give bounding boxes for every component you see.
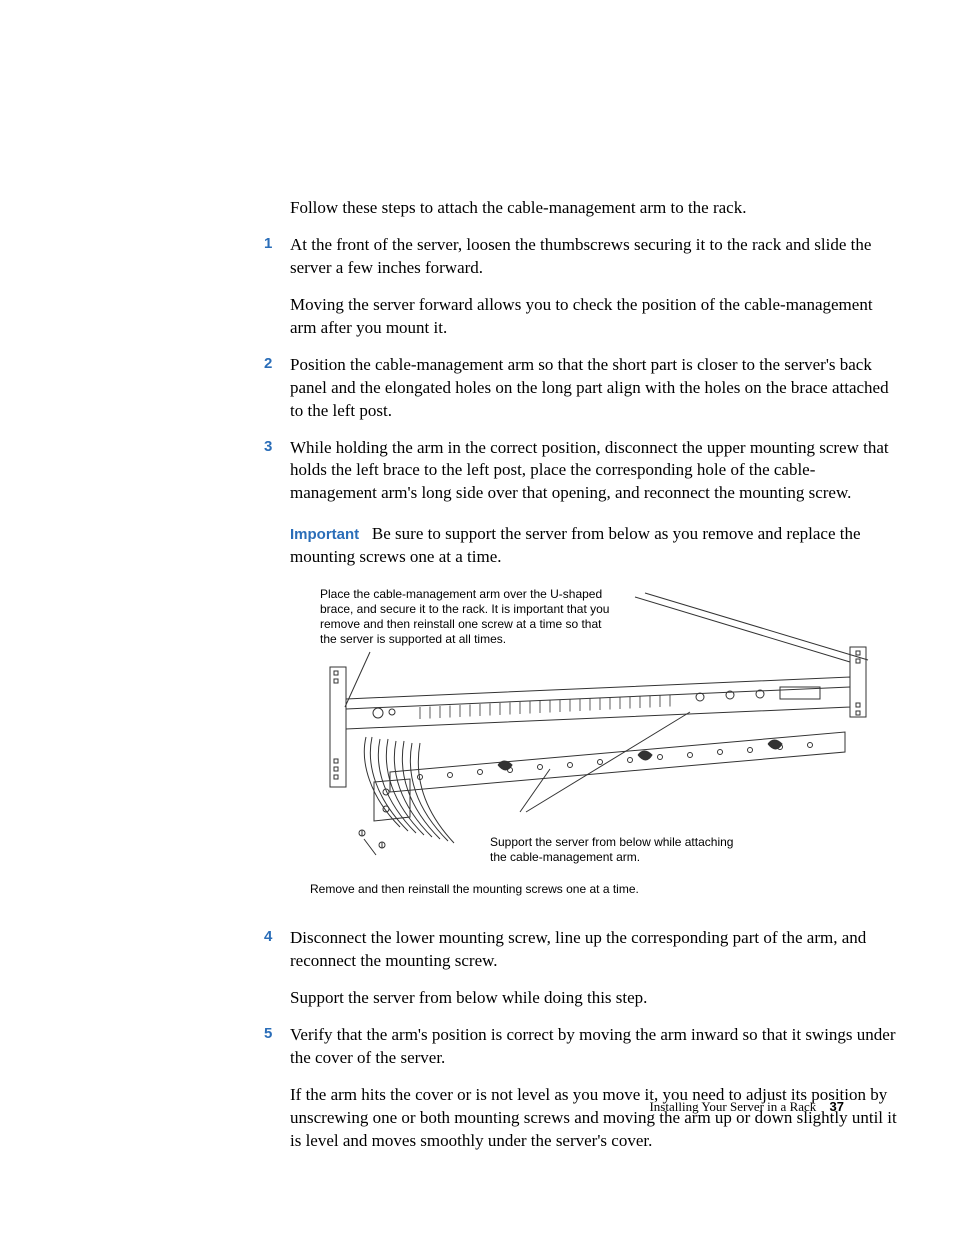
step-5: 5 Verify that the arm's position is corr… [290, 1024, 900, 1153]
step-para: Verify that the arm's position is correc… [290, 1024, 900, 1070]
step-number: 4 [264, 927, 272, 947]
important-note: Important Be sure to support the server … [290, 523, 900, 569]
step-body: While holding the arm in the correct pos… [290, 437, 900, 506]
step-3: 3 While holding the arm in the correct p… [290, 437, 900, 506]
step-para: Disconnect the lower mounting screw, lin… [290, 927, 900, 973]
intro-text: Follow these steps to attach the cable-m… [290, 197, 900, 220]
step-body: Disconnect the lower mounting screw, lin… [290, 927, 900, 1010]
step-number: 2 [264, 354, 272, 374]
step-number: 5 [264, 1024, 272, 1044]
step-number: 3 [264, 437, 272, 457]
step-1: 1 At the front of the server, loosen the… [290, 234, 900, 340]
step-number: 1 [264, 234, 272, 254]
callout-bottom-right: Support the server from below while atta… [490, 835, 750, 865]
footer-section: Installing Your Server in a Rack [649, 1099, 816, 1114]
important-text: Be sure to support the server from below… [290, 524, 861, 566]
document-page: Follow these steps to attach the cable-m… [0, 0, 954, 1235]
page-footer: Installing Your Server in a Rack 37 [649, 1099, 844, 1115]
step-para: If the arm hits the cover or is not leve… [290, 1084, 900, 1153]
step-para: While holding the arm in the correct pos… [290, 437, 900, 506]
main-content: Follow these steps to attach the cable-m… [290, 197, 900, 1153]
cable-management-diagram: Place the cable-management arm over the … [290, 587, 900, 907]
step-para: At the front of the server, loosen the t… [290, 234, 900, 280]
step-4: 4 Disconnect the lower mounting screw, l… [290, 927, 900, 1010]
step-para: Moving the server forward allows you to … [290, 294, 900, 340]
important-label: Important [290, 526, 359, 543]
callout-top-left: Place the cable-management arm over the … [320, 587, 620, 647]
step-para: Position the cable-management arm so tha… [290, 354, 900, 423]
step-para: Support the server from below while doin… [290, 987, 900, 1010]
page-number: 37 [830, 1099, 844, 1114]
step-2: 2 Position the cable-management arm so t… [290, 354, 900, 423]
step-body: At the front of the server, loosen the t… [290, 234, 900, 340]
step-body: Verify that the arm's position is correc… [290, 1024, 900, 1153]
step-body: Position the cable-management arm so tha… [290, 354, 900, 423]
callout-bottom-left: Remove and then reinstall the mounting s… [310, 882, 690, 897]
